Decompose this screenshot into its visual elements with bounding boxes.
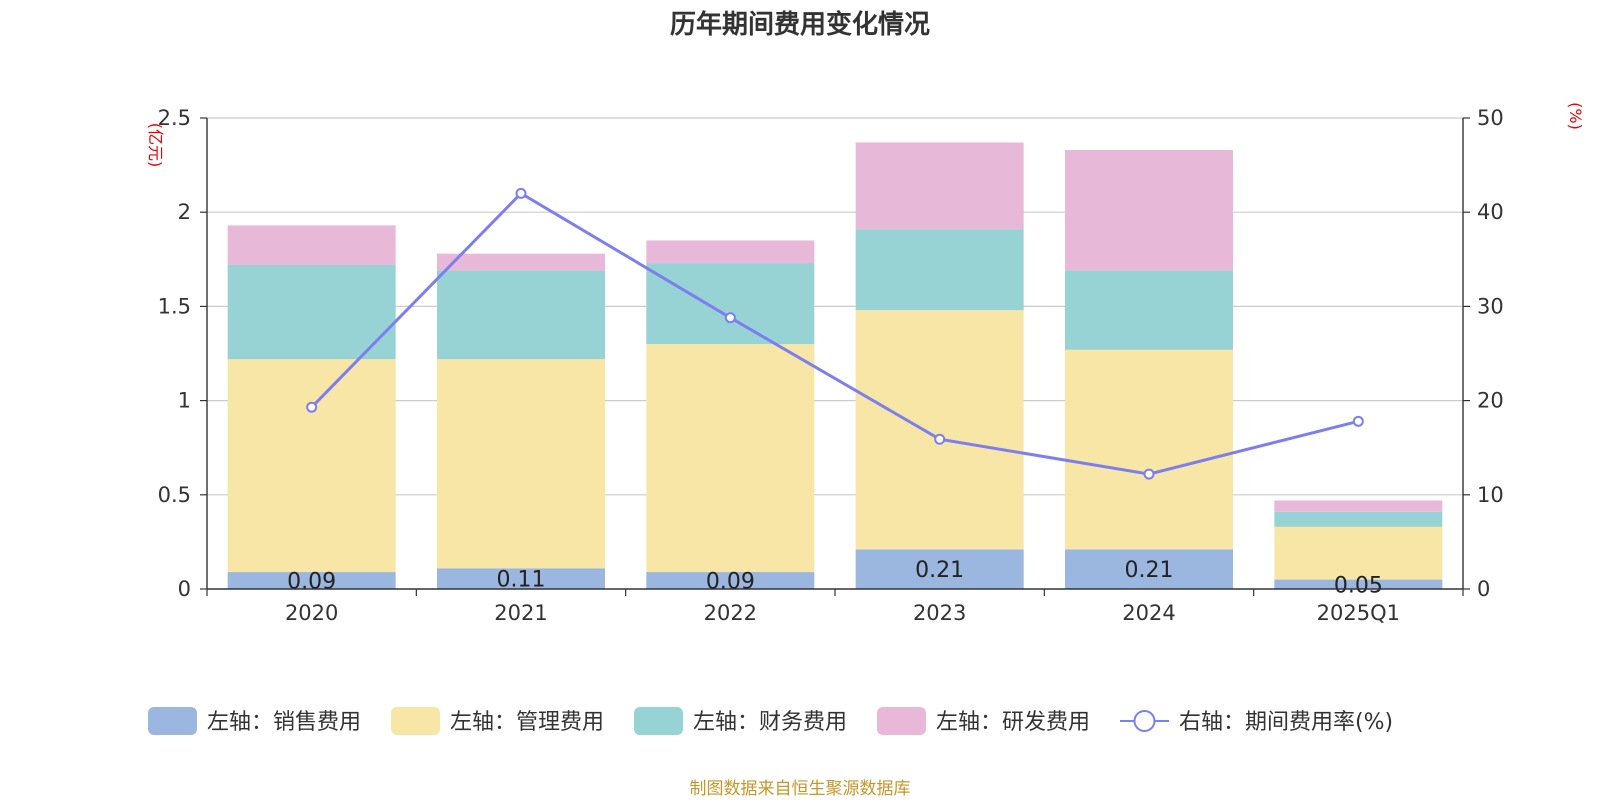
right-tick-label: 30 (1477, 294, 1504, 318)
rate-line (310, 191, 1359, 476)
bar-series: 0.09 0.11 0.09 0.21 0.210.05 (227, 142, 1443, 598)
left-tick-label: 2 (178, 200, 191, 224)
bar-segment (1065, 270, 1233, 350)
axes (200, 117, 1470, 596)
right-tick-label: 50 (1477, 106, 1504, 130)
bar-segment (437, 359, 605, 569)
left-tick-label: 1 (178, 389, 191, 413)
left-axis-unit: (亿元) (146, 123, 165, 168)
legend-marker (1133, 710, 1156, 732)
legend-label: 左轴：销售费用 (207, 710, 361, 735)
x-tick-label: 2021 (494, 601, 547, 625)
bar-segment (855, 310, 1024, 550)
bar-segment (227, 572, 396, 589)
left-tick-label: 1.5 (158, 294, 191, 318)
bar-segment (437, 270, 605, 360)
legend-swatch (391, 707, 440, 735)
gridlines (207, 117, 1463, 496)
bar-segment (1274, 500, 1443, 512)
bar-data-label: 0.09 (706, 570, 755, 595)
bar-segment (1065, 549, 1233, 589)
legend-label: 左轴：管理费用 (450, 710, 604, 735)
bar-segment (437, 253, 605, 271)
bar-segment (646, 240, 815, 264)
rate-point (1352, 415, 1364, 427)
bar-segment (855, 229, 1024, 311)
bar-segment (1065, 349, 1233, 550)
legend-label: 左轴：研发费用 (936, 710, 1090, 735)
legend-label: 左轴：财务费用 (693, 710, 847, 735)
bar-data-label: 0.21 (915, 558, 964, 583)
left-tick-label: 2.5 (158, 106, 191, 130)
bar-segment (646, 263, 815, 345)
x-tick-label: 2022 (704, 601, 757, 625)
line-series (306, 187, 1364, 480)
bar-segment (227, 264, 396, 360)
legend-swatch (634, 707, 683, 735)
rate-point (934, 433, 946, 445)
rate-point (515, 187, 527, 199)
right-tick-label: 10 (1477, 483, 1504, 507)
bar-segment (646, 344, 815, 573)
bar-segment (855, 142, 1024, 230)
bar-segment (1065, 150, 1233, 271)
bar-segment (855, 549, 1024, 589)
x-tick-label: 2025Q1 (1317, 601, 1400, 625)
bar-segment (1274, 511, 1443, 527)
right-tick-label: 20 (1477, 389, 1504, 413)
rate-point (724, 312, 736, 324)
chart-title: 历年期间费用变化情况 (670, 9, 930, 40)
rate-point (1143, 468, 1155, 480)
legend-swatch (877, 707, 926, 735)
bar-segment (1274, 579, 1443, 589)
bar-segment (646, 572, 815, 589)
right-tick-label: 40 (1477, 200, 1504, 224)
x-tick-label: 2024 (1122, 601, 1175, 625)
bar-data-label: 0.21 (1125, 558, 1174, 583)
left-tick-label: 0 (178, 577, 191, 601)
left-tick-label: 0.5 (158, 483, 191, 507)
source-note: 制图数据来自恒生聚源数据库 (690, 779, 911, 799)
tick-labels: 0 0.5 1 1.5 2 2.5 0 10 20 30 40 50 2020 2021 2022 2023 2… (158, 106, 1504, 625)
legend-label: 右轴：期间费用率(%) (1179, 710, 1393, 735)
bar-data-label: 0.05 (1334, 573, 1383, 598)
x-tick-label: 2023 (913, 601, 966, 625)
rate-point (306, 401, 318, 413)
right-axis-unit: (%) (1566, 102, 1585, 130)
legend-swatch (148, 707, 197, 735)
bar-segment (227, 225, 396, 265)
bar-segment (437, 568, 605, 589)
bar-data-label: 0.09 (287, 570, 336, 595)
bar-segment (1274, 526, 1443, 580)
legend: 左轴：销售费用 左轴：管理费用 左轴：财务费用 左轴：研发费用 右轴：期间费用率(%) (148, 707, 1393, 735)
x-tick-label: 2020 (285, 601, 338, 625)
right-tick-label: 0 (1477, 577, 1490, 601)
bar-segment (227, 359, 396, 573)
